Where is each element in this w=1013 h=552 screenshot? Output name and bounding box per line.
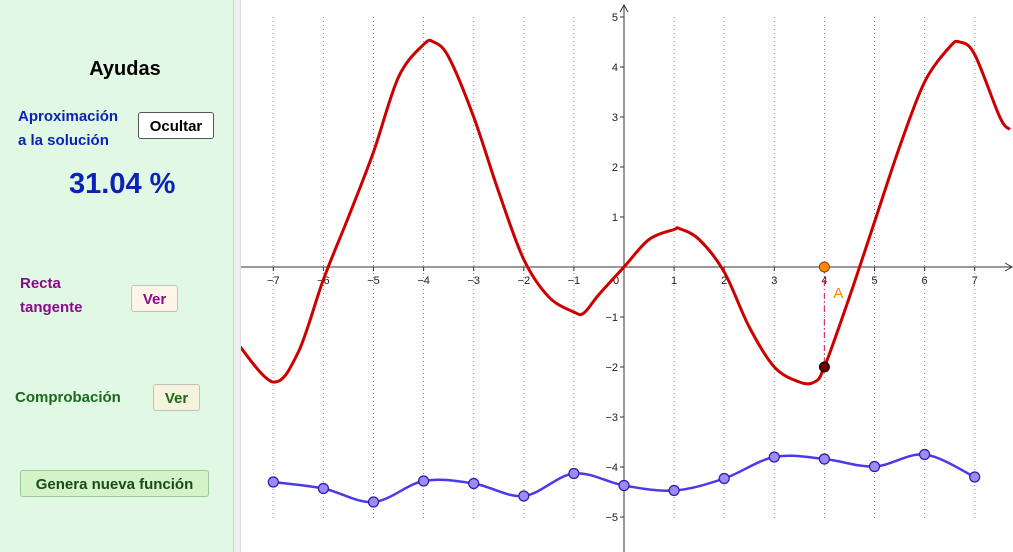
approximation-label-line2: a la solución	[18, 132, 109, 149]
x-tick-label: −4	[417, 275, 430, 287]
approximation-label: Aproximación a la solución	[18, 105, 118, 153]
x-tick-label: 6	[922, 275, 928, 287]
tangent-label-line2: tangente	[20, 299, 83, 316]
axes	[241, 3, 1013, 552]
approximation-point[interactable]	[969, 471, 981, 483]
y-tick-label: 1	[612, 212, 618, 224]
y-axis-arrow	[619, 3, 629, 13]
tangent-line-label: Recta tangente	[20, 272, 83, 320]
y-tick-label: 2	[612, 162, 618, 174]
y-tick-label: 5	[612, 12, 618, 24]
approximation-point[interactable]	[468, 477, 480, 490]
approximation-point[interactable]	[818, 453, 831, 465]
y-tick-label: −2	[605, 362, 618, 374]
x-tick-label: 5	[871, 275, 877, 287]
y-tick-labels: −5 −4 −3 −2 −1 1 2 3 4 5	[605, 12, 618, 524]
check-label: Comprobación	[15, 389, 121, 406]
approximation-point[interactable]	[317, 482, 330, 495]
markers[interactable]: A	[267, 261, 981, 508]
approximation-point[interactable]	[418, 475, 430, 487]
x-tick-label: −5	[367, 275, 380, 287]
point-a-label: A	[833, 285, 843, 302]
x-tick-labels: −7−6−5−4−3−2−101234567	[267, 275, 978, 287]
approximation-value: 31.04 %	[69, 168, 176, 200]
curve-point	[818, 361, 830, 373]
show-tangent-button[interactable]: Ver	[131, 285, 178, 312]
approximation-point[interactable]	[918, 448, 931, 461]
x-tick-label: 3	[771, 275, 777, 287]
approximation-point[interactable]	[718, 472, 730, 485]
y-tick-label: 4	[612, 62, 618, 74]
x-axis-arrow	[1004, 262, 1013, 272]
approximation-point[interactable]	[868, 460, 881, 473]
x-tick-label: −1	[568, 275, 581, 287]
y-tick-label: 3	[612, 112, 618, 124]
approximation-point[interactable]	[267, 476, 279, 488]
approximation-point[interactable]	[568, 467, 580, 480]
y-tick-label: −4	[605, 462, 618, 474]
x-tick-label: 1	[671, 275, 677, 287]
x-tick-label: 2	[721, 275, 727, 287]
curves	[241, 38, 1011, 504]
approximation-point[interactable]	[518, 490, 530, 502]
hide-approximation-button[interactable]: Ocultar	[138, 112, 214, 139]
panel-divider	[234, 0, 241, 552]
x-tick-label: −7	[267, 275, 280, 287]
x-tick-label: −3	[467, 275, 480, 287]
draggable-point-a[interactable]	[818, 261, 830, 273]
x-tick-label: −2	[518, 275, 531, 287]
new-function-button[interactable]: Genera nueva función	[20, 470, 209, 497]
approximation-point[interactable]	[668, 484, 680, 497]
show-check-button[interactable]: Ver	[153, 384, 200, 411]
approximation-point[interactable]	[768, 451, 780, 463]
panel-title: Ayudas	[89, 58, 161, 80]
x-tick-label: 0	[613, 275, 619, 287]
tangent-label-line1: Recta	[20, 275, 61, 292]
y-tick-label: −1	[605, 312, 618, 324]
approximation-label-line1: Aproximación	[18, 108, 119, 125]
y-tick-label: −3	[605, 412, 618, 424]
approximation-point[interactable]	[367, 496, 380, 508]
x-tick-label: 7	[972, 275, 978, 287]
y-tick-label: −5	[605, 512, 618, 524]
help-panel: Ayudas Aproximación a la solución Oculta…	[0, 0, 234, 552]
function-curve	[241, 38, 1011, 386]
approximation-point[interactable]	[618, 479, 630, 492]
